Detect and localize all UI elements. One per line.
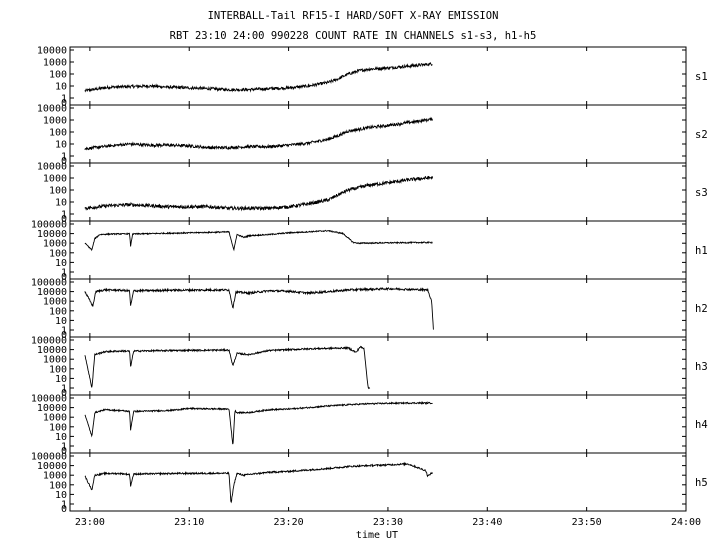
y-tick-label: 100000 (31, 336, 67, 347)
y-tick-label: 10000 (37, 46, 67, 57)
series-line-s1 (85, 63, 433, 92)
series-name: h1 (695, 245, 708, 257)
series-name: s1 (695, 71, 708, 83)
series-line-s3 (85, 176, 433, 210)
series-name: h4 (695, 419, 708, 431)
y-tick-label: 1000 (43, 58, 67, 69)
y-tick-label: 10 (55, 432, 67, 443)
y-tick-label: 1000 (43, 297, 67, 308)
panel-frame (70, 105, 686, 163)
y-tick-label: 10000 (37, 104, 67, 115)
x-tick-label: 24:00 (671, 517, 701, 528)
chart-title: INTERBALL-Tail RF15-I HARD/SOFT X-RAY EM… (208, 10, 499, 22)
y-tick-label: 100000 (31, 220, 67, 231)
y-tick-label: 10 (55, 140, 67, 151)
series-name: h5 (695, 477, 708, 489)
series-line-h3 (85, 347, 370, 389)
y-tick-label: 100 (49, 186, 67, 197)
series-line-s2 (85, 118, 433, 150)
x-axis-label: time UT (356, 530, 398, 541)
y-tick-label: 100 (49, 248, 67, 259)
x-tick-label: 23:00 (75, 517, 105, 528)
y-tick-label: 1000 (43, 471, 67, 482)
x-tick-label: 23:10 (174, 517, 204, 528)
y-tick-label: 100 (49, 70, 67, 81)
panels: 1101001000100000s11101001000100000s21101… (31, 46, 708, 516)
panel-frame (70, 47, 686, 105)
series-line-h5 (85, 463, 433, 502)
y-tick-label: 10000 (37, 461, 67, 472)
y-tick-label: 10 (55, 82, 67, 93)
y-tick-label: 100 (49, 306, 67, 317)
panel-frame (70, 337, 686, 395)
series-name: s3 (695, 187, 708, 199)
y-tick-label: 1000 (43, 355, 67, 366)
panel-frame (70, 453, 686, 511)
y-tick-label: 100 (49, 422, 67, 433)
y-tick-label: 100000 (31, 452, 67, 463)
y-tick-label: 10 (55, 374, 67, 385)
series-name: h2 (695, 303, 708, 315)
y-tick-label: 10 (55, 490, 67, 501)
panel-frame (70, 395, 686, 453)
y-tick-label: 0 (61, 504, 67, 515)
panel-frame (70, 221, 686, 279)
x-axis: 23:00 23:10 23:20 23:30 23:40 23:50 24:00 (75, 517, 701, 528)
y-tick-label: 10000 (37, 229, 67, 240)
panel-frame (70, 279, 686, 337)
y-tick-label: 1000 (43, 413, 67, 424)
y-tick-label: 1000 (43, 116, 67, 127)
y-tick-label: 1000 (43, 174, 67, 185)
x-tick-label: 23:50 (572, 517, 602, 528)
y-tick-label: 100 (49, 364, 67, 375)
chart-subtitle: RBT 23:10 24:00 990228 COUNT RATE IN CHA… (170, 30, 537, 42)
y-tick-label: 100 (49, 480, 67, 491)
series-line-h1 (85, 230, 433, 250)
y-tick-label: 1000 (43, 239, 67, 250)
series-name: h3 (695, 361, 708, 373)
y-tick-label: 100000 (31, 278, 67, 289)
y-tick-label: 10000 (37, 287, 67, 298)
y-tick-label: 100 (49, 128, 67, 139)
y-tick-label: 10000 (37, 162, 67, 173)
series-line-h2 (85, 288, 434, 330)
series-line-h4 (85, 402, 433, 444)
series-name: s2 (695, 129, 708, 141)
y-tick-label: 10000 (37, 403, 67, 414)
y-tick-label: 10 (55, 198, 67, 209)
x-tick-label: 23:40 (472, 517, 502, 528)
y-tick-label: 10000 (37, 345, 67, 356)
x-tick-label: 23:30 (373, 517, 403, 528)
y-tick-label: 10 (55, 258, 67, 269)
y-tick-label: 100000 (31, 394, 67, 405)
panel-frame (70, 163, 686, 221)
x-tick-label: 23:20 (274, 517, 304, 528)
y-tick-label: 10 (55, 316, 67, 327)
